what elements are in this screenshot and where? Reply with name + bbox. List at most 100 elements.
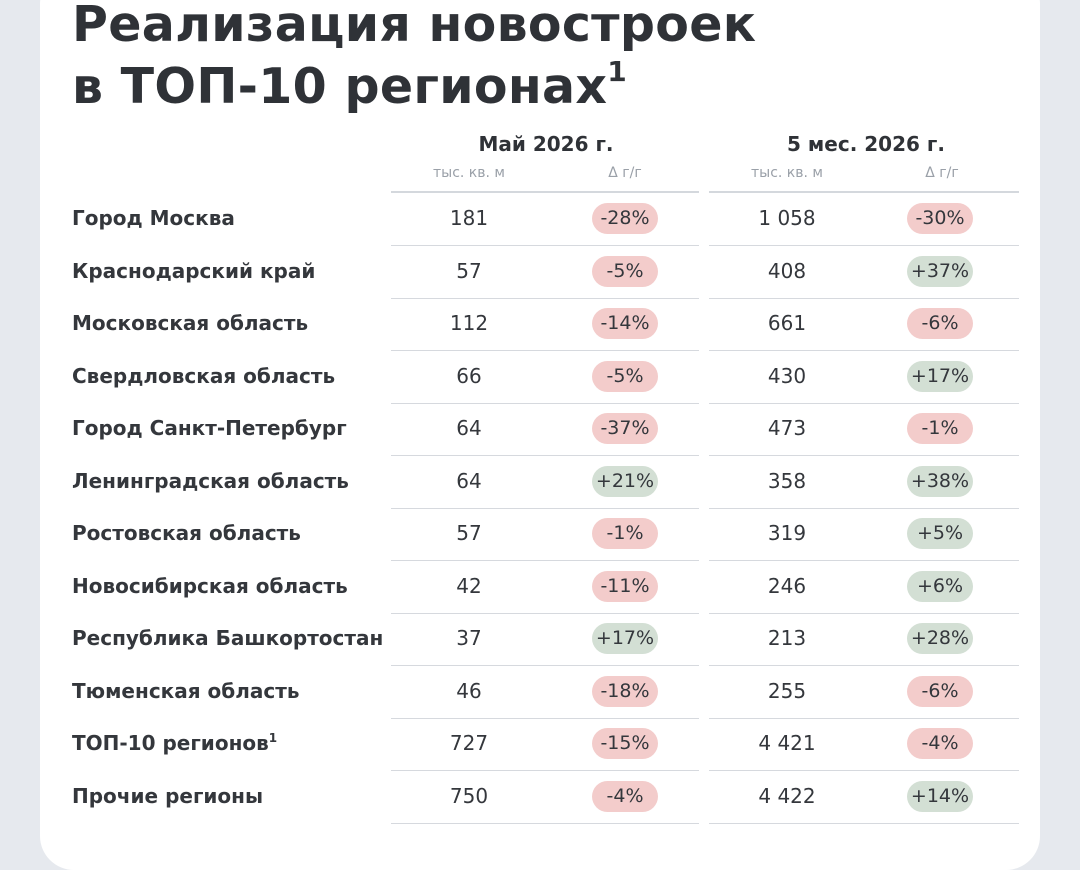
region-name: Город Санкт-Петербург: [72, 416, 347, 440]
table-row: Город Москва 181 -28% 1 058 -30%: [0, 194, 1080, 246]
row-divider-ytd: [709, 350, 1019, 351]
header-divider-ytd: [709, 191, 1019, 193]
may-delta-badge: -37%: [592, 413, 658, 444]
row-divider-ytd: [709, 822, 1019, 824]
ytd-volume: 661: [767, 311, 807, 335]
content-card: [40, 0, 1040, 870]
ytd-volume: 473: [767, 416, 807, 440]
region-name-text: Краснодарский край: [72, 258, 316, 283]
ytd-volume: 408: [767, 258, 807, 283]
region-name-text: Город Москва: [72, 206, 235, 230]
may-delta-badge: -18%: [592, 675, 658, 707]
row-divider-ytd: [709, 507, 1019, 509]
row-divider-ytd: [709, 770, 1019, 771]
table-row: Ленинградская область 64 +21% 358 +38%: [0, 457, 1080, 509]
region-name-text: Новосибирская область: [72, 573, 348, 598]
ytd-volume: 319: [767, 521, 807, 545]
row-divider-may: [391, 612, 699, 614]
may-delta-badge: -5%: [592, 360, 658, 392]
may-volume: 112: [449, 311, 489, 335]
region-name: Город Москва: [72, 206, 235, 230]
ytd-volume: 4 421: [758, 731, 816, 755]
column-group-5-months: 5 мес. 2026 г.: [787, 132, 945, 156]
row-divider-may: [391, 297, 699, 299]
subheader-may-volume: тыс. кв. м: [433, 165, 505, 181]
region-name-text: Московская область: [72, 311, 309, 335]
row-divider-may: [391, 402, 699, 404]
region-name-text: Город Санкт-Петербург: [72, 416, 347, 440]
title-footnote-mark: 1: [607, 55, 628, 88]
region-name-text: Тюменская область: [72, 678, 300, 703]
ytd-volume: 358: [767, 468, 807, 493]
may-volume: 727: [449, 731, 489, 755]
ytd-delta-badge: -6%: [907, 675, 973, 707]
may-volume: 57: [456, 258, 482, 283]
region-name: Тюменская область: [72, 679, 300, 703]
title-line-2-text: в ТОП-10 регионах: [72, 58, 608, 115]
may-volume: 46: [456, 678, 482, 703]
row-divider-may: [391, 770, 699, 771]
row-divider-may: [391, 717, 699, 719]
ytd-volume: 1 058: [758, 206, 816, 230]
ytd-delta-badge: +37%: [907, 255, 973, 287]
table-row: Новосибирская область 42 -11% 246 +6%: [0, 562, 1080, 614]
row-divider-ytd: [709, 717, 1019, 719]
ytd-delta-badge: +14%: [907, 780, 973, 812]
may-volume: 750: [449, 783, 489, 808]
region-name: Республика Башкортостан: [72, 626, 383, 650]
region-name-text: Свердловская область: [72, 363, 336, 388]
may-delta-badge: -15%: [592, 728, 658, 759]
may-volume: 181: [449, 206, 489, 230]
region-name: Краснодарский край: [72, 259, 315, 283]
header-divider-may: [391, 191, 699, 193]
ytd-delta-badge: +6%: [907, 570, 973, 602]
ytd-volume: 4 422: [758, 783, 816, 808]
may-delta-badge: -1%: [592, 518, 658, 549]
ytd-delta-badge: -1%: [907, 413, 973, 444]
region-name-text: Прочие регионы: [72, 783, 264, 808]
row-divider-may: [391, 455, 699, 456]
row-divider-may: [391, 245, 699, 246]
may-volume: 57: [456, 521, 482, 545]
row-divider-ytd: [709, 402, 1019, 404]
may-delta-badge: -14%: [592, 308, 658, 339]
region-name-text: ТОП-10 регионов: [72, 731, 269, 755]
table-row: Прочие регионы 750 -4% 4 422 +14%: [0, 772, 1080, 824]
ytd-volume: 255: [767, 678, 807, 703]
region-footnote-mark: 1: [268, 731, 278, 745]
table-row: Ростовская область 57 -1% 319 +5%: [0, 509, 1080, 561]
region-name-text: Ростовская область: [72, 521, 301, 545]
row-divider-may: [391, 507, 699, 509]
may-volume: 66: [456, 363, 482, 388]
row-divider-ytd: [709, 560, 1019, 561]
region-name-text: Ленинградская область: [72, 468, 349, 493]
may-delta-badge: +17%: [592, 623, 658, 654]
ytd-delta-badge: -4%: [907, 728, 973, 759]
region-name: Ростовская область: [72, 521, 301, 545]
may-delta-badge: -4%: [592, 780, 658, 812]
title-line-2: в ТОП-10 регионах1: [72, 56, 756, 118]
row-divider-ytd: [709, 612, 1019, 614]
ytd-delta-badge: -6%: [907, 308, 973, 339]
region-name: Свердловская область: [72, 364, 335, 388]
row-divider-ytd: [709, 455, 1019, 456]
ytd-delta-badge: +38%: [907, 465, 973, 497]
region-name: ТОП-10 регионов1: [72, 731, 277, 755]
may-delta-badge: +21%: [592, 465, 658, 497]
may-delta-badge: -11%: [592, 570, 658, 602]
subheader-may-delta: Δ г/г: [608, 165, 642, 181]
row-divider-ytd: [709, 297, 1019, 299]
page-title: Реализация новостроек в ТОП-10 регионах1: [72, 0, 756, 118]
ytd-delta-badge: -30%: [907, 203, 973, 234]
table-row: Московская область 112 -14% 661 -6%: [0, 299, 1080, 351]
table-row: ТОП-10 регионов1 727 -15% 4 421 -4%: [0, 719, 1080, 771]
table-row: Свердловская область 66 -5% 430 +17%: [0, 352, 1080, 404]
title-line-1: Реализация новостроек: [72, 0, 757, 53]
may-delta-badge: -5%: [592, 255, 658, 287]
row-divider-may: [391, 560, 699, 561]
may-volume: 64: [456, 468, 482, 493]
region-name: Прочие регионы: [72, 784, 263, 808]
region-name-text: Республика Башкортостан: [72, 626, 384, 650]
row-divider-ytd: [709, 665, 1019, 666]
may-delta-badge: -28%: [592, 203, 658, 234]
